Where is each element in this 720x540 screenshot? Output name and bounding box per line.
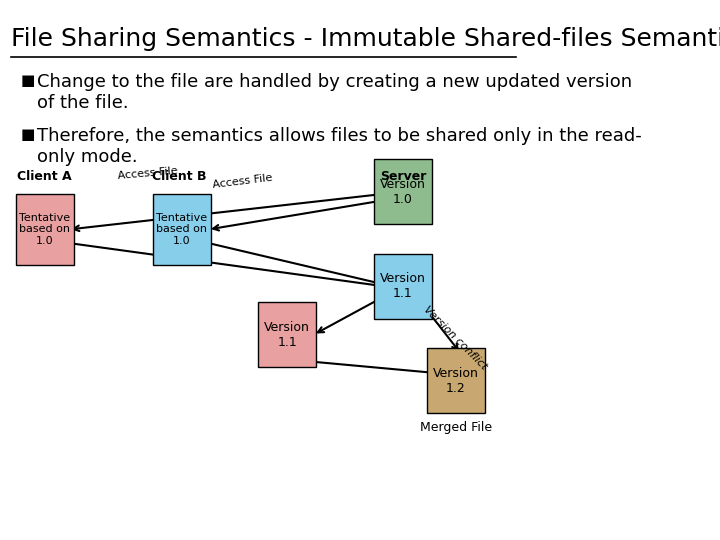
FancyBboxPatch shape (427, 348, 485, 413)
Text: Client B: Client B (152, 170, 207, 183)
Text: Tentative
based on
1.0: Tentative based on 1.0 (19, 213, 71, 246)
FancyBboxPatch shape (258, 302, 316, 367)
FancyBboxPatch shape (374, 254, 432, 319)
Text: Merged File: Merged File (420, 421, 492, 434)
Text: Unit 5: Distributed File System: Unit 5: Distributed File System (14, 516, 205, 529)
FancyBboxPatch shape (153, 194, 211, 265)
Text: Tentative
based on
1.0: Tentative based on 1.0 (156, 213, 207, 246)
Text: Version
1.0: Version 1.0 (380, 178, 426, 206)
Text: File Sharing Semantics - Immutable Shared-files Semantics: File Sharing Semantics - Immutable Share… (11, 27, 720, 51)
FancyBboxPatch shape (374, 159, 432, 224)
Text: Server: Server (380, 170, 426, 183)
Text: Therefore, the semantics allows files to be shared only in the read-
only mode.: Therefore, the semantics allows files to… (37, 127, 642, 166)
Text: ■: ■ (21, 127, 35, 142)
Text: Darshan Institute of Engineering & Technology: Darshan Institute of Engineering & Techn… (414, 516, 706, 529)
Text: Access File: Access File (117, 166, 178, 181)
Text: Version conflict: Version conflict (421, 304, 489, 371)
Text: ■: ■ (21, 73, 35, 88)
Text: 31: 31 (352, 516, 368, 529)
Text: Access File: Access File (212, 173, 273, 190)
FancyBboxPatch shape (16, 194, 73, 265)
Text: Version
1.2: Version 1.2 (433, 367, 479, 395)
Text: Version
1.1: Version 1.1 (380, 272, 426, 300)
Text: Client A: Client A (17, 170, 72, 183)
Text: Change to the file are handled by creating a new updated version
of the file.: Change to the file are handled by creati… (37, 73, 632, 112)
Text: Version
1.1: Version 1.1 (264, 321, 310, 349)
